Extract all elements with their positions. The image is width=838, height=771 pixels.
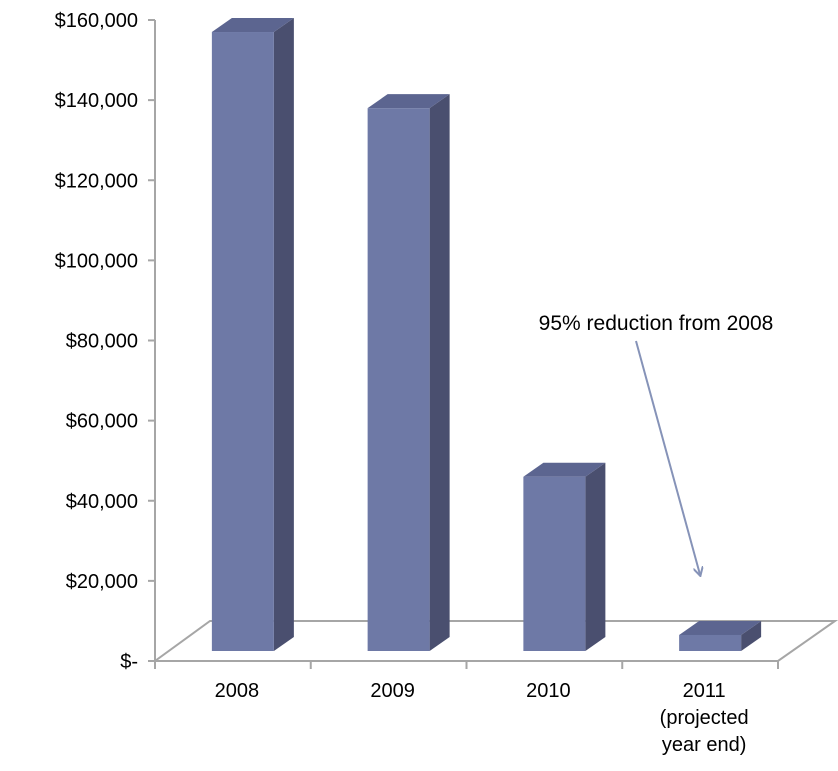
x-category-label-line: 2008 — [215, 680, 260, 702]
bar-front-face — [679, 635, 741, 651]
y-tick-label: $60,000 — [66, 411, 138, 433]
y-tick-label: $- — [120, 651, 138, 673]
annotation-arrow — [636, 341, 700, 575]
y-tick-label: $120,000 — [55, 170, 138, 192]
bar-side-face — [274, 18, 294, 651]
bar-front-face — [212, 32, 274, 651]
bar-front-face — [523, 477, 585, 651]
bar-side-face — [430, 94, 450, 651]
x-category-label-line: year end) — [662, 734, 747, 756]
x-category-label-line: 2010 — [526, 680, 571, 702]
y-tick-label: $140,000 — [55, 90, 138, 112]
x-category-label: 2010 — [526, 680, 571, 702]
y-tick-label: $20,000 — [66, 571, 138, 593]
annotation-label: 95% reduction from 2008 — [539, 312, 774, 335]
y-tick-label: $80,000 — [66, 331, 138, 353]
bar — [523, 463, 605, 651]
x-category-label-line: (projected — [660, 707, 749, 729]
y-tick-label: $100,000 — [55, 250, 138, 272]
y-tick-label: $40,000 — [66, 491, 138, 513]
x-category-label-line: 2011 — [683, 680, 726, 702]
x-category-label: 2011 (projected year end) — [660, 680, 749, 756]
bar-side-face — [585, 463, 605, 651]
bar — [679, 621, 761, 651]
x-category-label: 2009 — [370, 680, 415, 702]
bar — [212, 18, 294, 651]
y-tick-label: $160,000 — [55, 10, 138, 32]
bar — [368, 94, 450, 651]
x-category-label: 2008 — [215, 680, 260, 702]
bar-front-face — [368, 108, 430, 651]
x-category-label-line: 2009 — [370, 680, 415, 702]
